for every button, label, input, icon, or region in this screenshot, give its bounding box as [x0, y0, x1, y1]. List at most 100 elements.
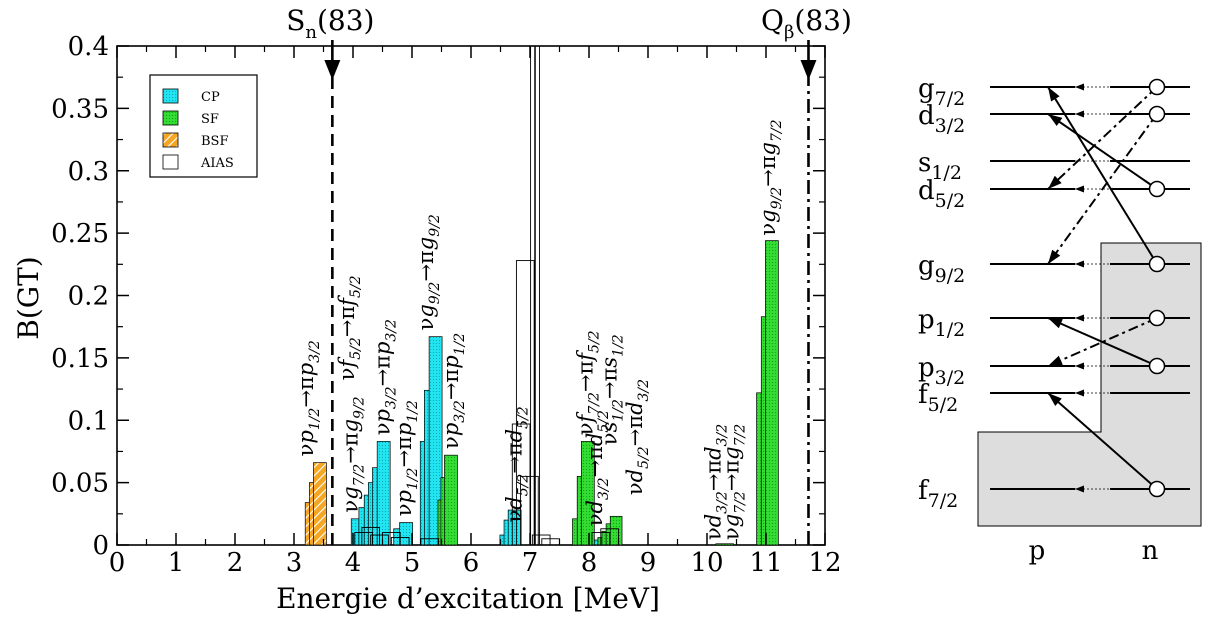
- transition-line-6: [1047, 392, 1158, 490]
- legend-label-sf: SF: [201, 112, 219, 127]
- transition-line-0: [1047, 113, 1158, 190]
- level-label-5: p1/2: [918, 305, 965, 341]
- legend-swatch-cp: [162, 88, 179, 104]
- column-label-p: p: [1029, 536, 1046, 566]
- transition-label-0: νp1/2→πp3/2: [294, 340, 323, 456]
- legend-swatch-bsf: [162, 132, 179, 148]
- transition-line-2: [1047, 86, 1158, 190]
- transition-arrowhead-2: [1048, 175, 1062, 189]
- bar-sf-10: [715, 543, 734, 546]
- transition-label-9: νd3/2→πd5/2: [583, 410, 612, 526]
- x-tick-label-8: 8: [581, 548, 598, 578]
- legend-label-bsf: BSF: [201, 134, 228, 149]
- y-tick-label-0: 0: [92, 531, 109, 561]
- y-tick-label-2: 0.1: [68, 406, 109, 436]
- guide-arrow-4: [1075, 260, 1084, 268]
- guide-arrow-8: [1075, 485, 1084, 493]
- bar-aias-2: [370, 534, 389, 546]
- transition-arrowhead-1: [1048, 87, 1060, 102]
- column-label-n: n: [1142, 536, 1159, 566]
- neutron-hole-1: [1148, 105, 1166, 123]
- bar-sf-5: [580, 441, 595, 546]
- axis-ticks: 0 1 2 3 4 5 6 7 8 9 10 11 1200.050.10.150.20.250.30.…: [51, 32, 841, 578]
- guide-arrow-1: [1075, 110, 1084, 118]
- transition-arrowhead-4: [1048, 318, 1063, 329]
- x-tick-label-12: 12: [808, 548, 841, 578]
- transition-label-11: νd5/2→πd3/2: [623, 379, 652, 495]
- transition-arrowhead-6: [1048, 393, 1062, 407]
- legend-swatch-sf: [162, 110, 179, 126]
- bar-aias-14: [600, 528, 619, 546]
- transition-label-6: νp3/2→πp1/2: [439, 333, 468, 449]
- level-label-3: d5/2: [918, 176, 965, 212]
- neutron-hole-4: [1148, 255, 1166, 273]
- x-tick-label-11: 11: [749, 548, 782, 578]
- transition-label-8: νf7/2→πf5/2: [574, 330, 603, 435]
- x-tick-label-3: 3: [286, 548, 303, 578]
- transition-label-14: νg9/2→πg7/2: [756, 119, 785, 235]
- x-tick-label-10: 10: [690, 548, 723, 578]
- x-tick-label-9: 9: [640, 548, 657, 578]
- bar-sf-13: [765, 240, 779, 546]
- bar-aias-11: [531, 534, 551, 546]
- y-tick-label-6: 0.3: [68, 157, 109, 187]
- guide-arrow-6: [1075, 362, 1084, 370]
- threshold-arrow-head-0: [324, 60, 341, 80]
- y-axis-label: B(GT): [12, 256, 45, 339]
- y-tick-label-7: 0.35: [51, 94, 109, 124]
- bar-aias-4: [390, 537, 410, 546]
- transition-label-2: νf5/2→πf5/2: [335, 275, 364, 380]
- neutron-hole-3: [1148, 180, 1166, 198]
- transition-annotations: νp1/2→πp3/2 νg7/2→πg9/2 νf5/2→πf5/2 νp3/2→π…: [294, 119, 785, 540]
- transition-arrowhead-3: [1048, 249, 1061, 264]
- transition-line-4: [1047, 317, 1158, 367]
- transition-line-5: [1047, 317, 1158, 367]
- guide-arrow-3: [1075, 185, 1084, 193]
- transition-label-7: νd5/2→πd5/2: [503, 406, 532, 522]
- level-label-1: d3/2: [918, 101, 965, 137]
- y-tick-label-8: 0.4: [68, 32, 109, 62]
- threshold-arrow-head-1: [800, 60, 817, 80]
- x-axis-label: Energie d’excitation [MeV]: [276, 582, 660, 615]
- bgt-chart: Sn(83) Qβ(83) 0 1 2 3 4 5 6 7 8 9 10 11 1200.050.10.1…: [12, 4, 852, 615]
- transition-label-10: νs1/2→πs1/2: [598, 334, 627, 445]
- level-scheme: g7/2d3/2 s1/2d5/2 g9/2 p1/2 p3/2f5/2 f7/2 p n: [918, 74, 1202, 566]
- legend-swatch-aias: [162, 154, 179, 170]
- level-label-6: p3/2: [918, 353, 965, 389]
- x-tick-label-2: 2: [227, 548, 244, 578]
- neutron-hole-5: [1148, 309, 1166, 327]
- transition-arrowhead-5: [1048, 355, 1063, 366]
- transition-label-4: νp1/2→πp1/2: [392, 400, 421, 516]
- legend-label-cp: CP: [201, 90, 220, 105]
- x-tick-label-4: 4: [345, 548, 362, 578]
- neutron-hole-8: [1148, 480, 1166, 498]
- level-label-8: f7/2: [918, 476, 958, 512]
- level-label-4: g9/2: [918, 251, 965, 287]
- x-tick-label-1: 1: [168, 548, 185, 578]
- level-label-2: s1/2: [918, 148, 962, 184]
- transition-label-1: νg7/2→πg9/2: [339, 396, 368, 512]
- transition-line-3: [1047, 113, 1158, 265]
- x-tick-label-7: 7: [522, 548, 539, 578]
- transition-label-12: νd3/2→πd3/2: [702, 424, 731, 540]
- transition-label-13: νg7/2→πg7/2: [719, 424, 748, 540]
- legend: CP SF BSF AIAS: [149, 74, 258, 178]
- neutron-hole-0: [1148, 78, 1166, 96]
- threshold-lines: Sn(83) Qβ(83): [286, 4, 852, 545]
- bar-cp-7: [399, 522, 413, 546]
- y-tick-label-3: 0.15: [51, 344, 109, 374]
- transition-label-5: νg9/2→πg9/2: [414, 214, 443, 330]
- bar-aias-12: [541, 538, 560, 546]
- x-tick-label-6: 6: [463, 548, 480, 578]
- bar-aias-5: [420, 538, 440, 546]
- threshold-label-0: Sn(83): [286, 4, 374, 43]
- y-tick-label-4: 0.2: [68, 282, 109, 312]
- guide-arrow-0: [1075, 83, 1084, 91]
- level-label-7: f5/2: [918, 380, 958, 416]
- y-tick-label-1: 0.05: [51, 469, 109, 499]
- bar-sf-9: [609, 515, 623, 546]
- level-label-0: g7/2: [918, 74, 965, 110]
- bar-bsf-2: [313, 462, 327, 546]
- transition-arrowhead-0: [1048, 114, 1063, 127]
